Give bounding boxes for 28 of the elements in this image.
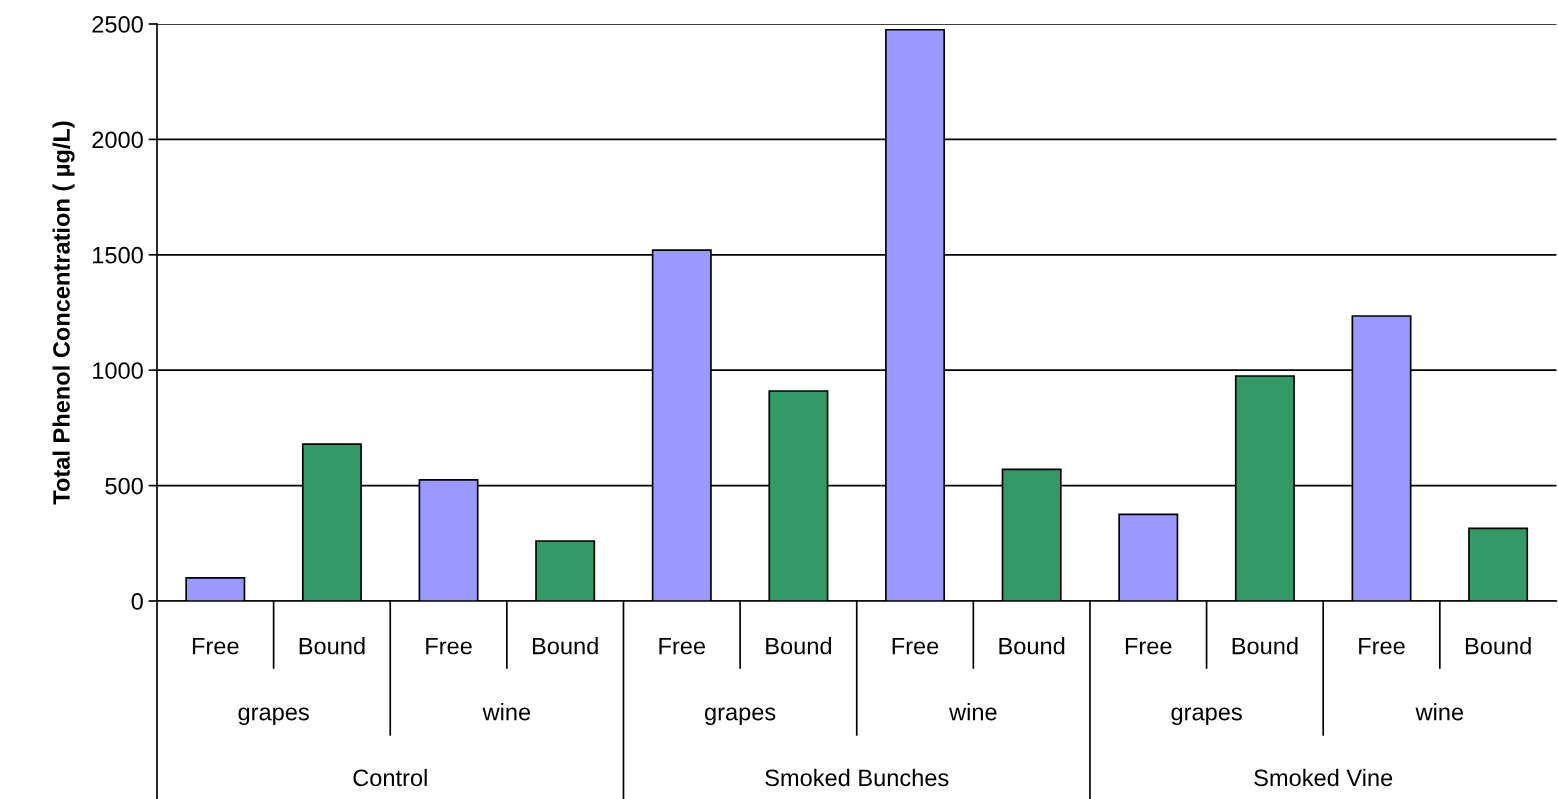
x-tick-label: Free (1125, 637, 1172, 655)
y-tick-label: 1500 (93, 246, 143, 264)
text: wine (482, 703, 531, 721)
y-tick-label: 1000 (93, 362, 143, 379)
text: Smoked Bunches (765, 768, 949, 787)
x-tick-label: Bound (999, 637, 1065, 655)
x-tick-label: Bound (1465, 637, 1531, 655)
x-tick-label: Bound (532, 637, 598, 655)
y-tick-label: 500 (105, 477, 143, 495)
x-tick-label: Free (659, 637, 706, 655)
text: wine (949, 703, 997, 721)
x-tick-label: Free (192, 637, 239, 655)
x-tick-label: Free (892, 637, 939, 655)
y-tick-label: 2000 (92, 131, 143, 149)
y-axis-title: Total Phenol Concentration ( µg/L) (52, 121, 75, 505)
text: Control (353, 768, 427, 787)
x-tick-label: Free (426, 637, 472, 655)
x-tick-label: Bound (766, 637, 832, 655)
x-tick-label: Bound (299, 637, 365, 655)
y-tick-label: 2500 (92, 16, 143, 33)
y-tick-label: 0 (131, 593, 143, 610)
x-tick-label: Bound (1232, 637, 1298, 655)
text: grapes (238, 707, 309, 726)
text: wine (1415, 703, 1464, 721)
text: Smoked Vine (1254, 768, 1393, 787)
text: grapes (705, 707, 776, 726)
x-tick-label: Free (1359, 637, 1405, 655)
text: grapes (1171, 707, 1242, 726)
